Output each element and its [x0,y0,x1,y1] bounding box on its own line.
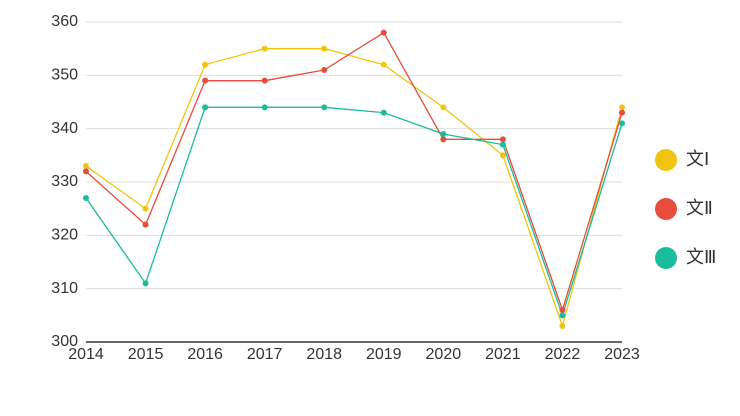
data-point [202,77,209,84]
x-tick-label: 2022 [545,346,581,363]
y-tick-label: 320 [51,227,78,244]
legend-label: 文Ⅲ [686,247,716,267]
x-tick-label: 2016 [187,346,223,363]
y-tick-label: 350 [51,67,78,84]
legend-marker [655,198,677,220]
series-line [85,48,623,329]
data-point [142,280,149,287]
x-tick-label: 2015 [128,346,164,363]
legend-label: 文Ⅰ [686,149,709,169]
y-tick-label: 330 [51,173,78,190]
data-point [142,205,149,212]
series-line [85,106,623,318]
data-point [619,109,625,116]
data-point [321,45,328,52]
data-point [559,312,566,319]
data-point [559,307,566,313]
data-point [499,141,506,148]
data-point [440,131,447,137]
data-point [440,136,447,143]
y-tick-label: 300 [51,333,78,350]
x-tick-label: 2023 [604,346,640,363]
x-tick-label: 2021 [485,346,521,363]
data-point [380,61,387,68]
y-tick-label: 340 [51,120,78,137]
legend-marker [655,149,677,171]
x-tick-label: 2018 [306,346,342,363]
data-point [380,29,387,36]
data-point [619,104,625,111]
y-tick-label: 310 [51,280,78,297]
data-point [83,195,89,201]
data-point [321,67,328,73]
x-tick-label: 2014 [68,346,104,363]
data-point [619,120,625,127]
data-point [440,104,447,111]
data-point [261,45,268,52]
data-point [559,323,566,329]
data-point [499,152,506,159]
data-point [83,163,89,169]
data-point [261,104,268,111]
series-line [85,31,623,313]
y-tick-label: 360 [51,13,78,30]
data-point [83,168,89,175]
legend-label: 文Ⅱ [686,198,713,218]
legend-marker [655,247,677,269]
data-point [499,136,506,143]
x-tick-label: 2020 [426,346,462,363]
data-point [142,221,149,228]
data-point [202,104,209,111]
data-point [380,109,387,116]
data-point [261,77,268,84]
x-tick-label: 2019 [366,346,402,363]
data-point [202,61,209,68]
data-point [321,104,328,111]
x-tick-label: 2017 [247,346,283,363]
